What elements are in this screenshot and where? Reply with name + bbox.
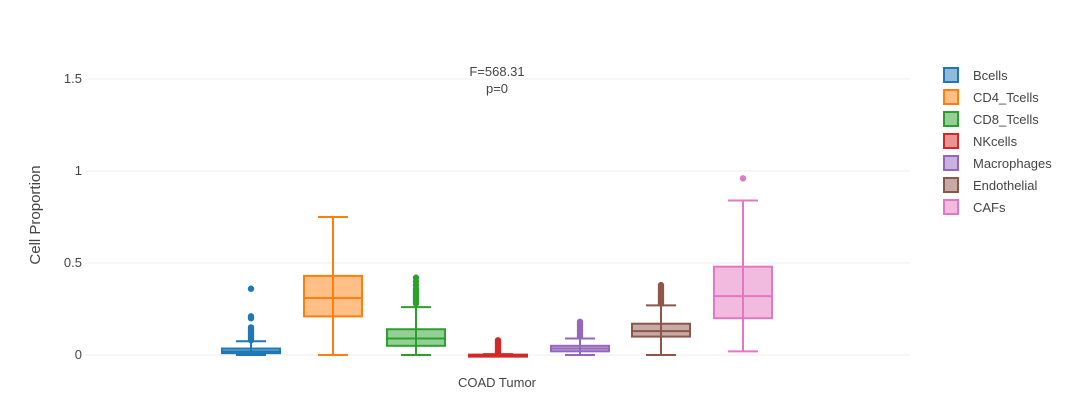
legend-label: NKcells <box>973 134 1018 149</box>
annotation: F=568.31 p=0 <box>469 64 524 96</box>
legend-label: Macrophages <box>973 156 1052 171</box>
legend-label: Bcells <box>973 68 1008 83</box>
legend-swatch <box>943 177 959 193</box>
y-axis-label: Cell Proportion <box>27 165 44 264</box>
y-tick-label: 1.5 <box>64 71 82 86</box>
gridlines <box>85 78 910 356</box>
y-tick-label: 1 <box>75 163 82 178</box>
box-iqr <box>303 274 363 318</box>
legend: Bcells CD4_Tcells CD8_Tcells NKcells Macroph… <box>943 67 1052 215</box>
annotation-line-1: F=568.31 <box>469 64 524 79</box>
outlier-point <box>657 281 665 289</box>
outlier-point <box>576 318 584 326</box>
outlier-point <box>247 285 255 292</box>
legend-swatch <box>943 89 959 105</box>
y-tick-label: 0.5 <box>64 255 82 270</box>
annotation-line-2: p=0 <box>486 81 508 96</box>
box-iqr <box>713 265 773 320</box>
y-axis-ticks: 0 0.5 1 1.5 <box>64 71 82 362</box>
box-CAFs <box>713 175 773 353</box>
legend-swatch <box>943 133 959 149</box>
legend-swatch <box>943 111 959 127</box>
outlier-point <box>412 274 420 281</box>
legend-label: Endothelial <box>973 178 1037 193</box>
box-Bcells <box>221 285 281 356</box>
legend-swatch <box>943 199 959 215</box>
legend-label: CD8_Tcells <box>973 112 1039 127</box>
legend-swatch <box>943 67 959 83</box>
legend-swatch <box>943 155 959 171</box>
x-axis-label: COAD Tumor <box>458 375 537 390</box>
box-NKcells <box>468 337 528 358</box>
outlier-point <box>247 324 255 331</box>
legend-label: CAFs <box>973 200 1006 215</box>
y-tick-label: 0 <box>75 347 82 362</box>
box-series <box>221 175 773 358</box>
outlier-point <box>494 337 502 344</box>
box-CD4_Tcells <box>303 216 363 356</box>
box-CD8_Tcells <box>386 274 446 356</box>
outlier-point <box>247 313 255 320</box>
box-Macrophages <box>550 318 610 356</box>
box-Endothelial <box>631 281 691 356</box>
outlier-point <box>739 175 747 182</box>
legend-label: CD4_Tcells <box>973 90 1039 105</box>
